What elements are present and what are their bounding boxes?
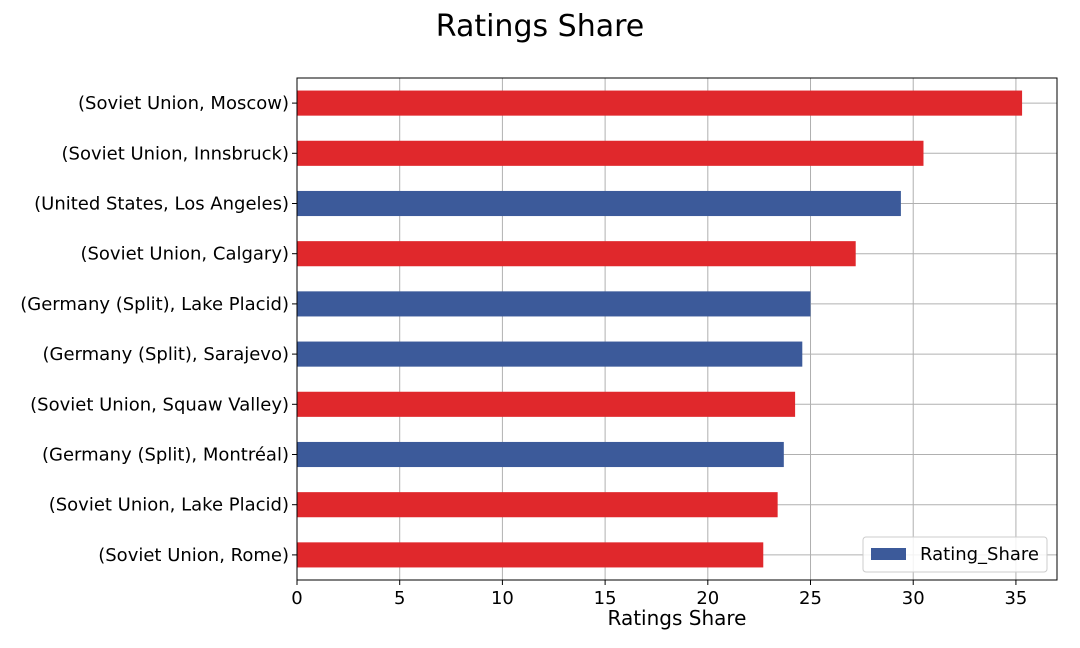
y-tick-label: (Germany (Split), Montréal) <box>42 445 289 466</box>
x-axis-label: Ratings Share <box>608 606 747 630</box>
bar <box>297 90 1023 116</box>
x-tick-label: 5 <box>394 588 405 609</box>
x-tick-labels: 0 5 10 15 20 25 30 35 <box>291 580 1027 609</box>
y-tick-label: (Germany (Split), Lake Placid) <box>20 294 289 315</box>
legend-box <box>862 536 1048 573</box>
x-tick-label: 20 <box>696 588 719 609</box>
bar <box>297 140 924 166</box>
y-tick-label: (Soviet Union, Rome) <box>98 545 289 566</box>
x-tick-label: 35 <box>1004 588 1027 609</box>
x-tick-label: 10 <box>491 588 514 609</box>
bar <box>297 542 764 568</box>
x-tick-label: 30 <box>902 588 925 609</box>
legend-label: Rating_Share <box>920 544 1039 565</box>
chart-title: Ratings Share <box>436 9 644 44</box>
bar <box>297 341 803 367</box>
y-tick-label: (Soviet Union, Innsbruck) <box>62 143 290 164</box>
bar <box>297 291 811 317</box>
legend-swatch <box>871 548 906 560</box>
x-tick-label: 0 <box>291 588 302 609</box>
bar <box>297 492 778 518</box>
bar <box>297 441 784 468</box>
y-tick-label: (Germany (Split), Sarajevo) <box>42 344 289 365</box>
plot-frame <box>296 77 1058 581</box>
legend: Rating_Share <box>862 536 1048 573</box>
x-tick-label: 25 <box>799 588 822 609</box>
y-tick-label: (United States, Los Angeles) <box>34 194 289 215</box>
y-tick-label: (Soviet Union, Calgary) <box>80 244 289 265</box>
y-tick-label: (Soviet Union, Lake Placid) <box>49 495 289 516</box>
y-tick-label: (Soviet Union, Moscow) <box>78 93 289 114</box>
bars <box>297 90 1023 568</box>
bar <box>297 190 901 217</box>
bar <box>297 241 856 267</box>
bar <box>297 391 796 417</box>
y-tick-label: (Soviet Union, Squaw Valley) <box>30 394 289 415</box>
x-tick-label: 15 <box>594 588 617 609</box>
y-tick-labels: (Soviet Union, Moscow) (Soviet Union, Inn… <box>20 93 297 566</box>
